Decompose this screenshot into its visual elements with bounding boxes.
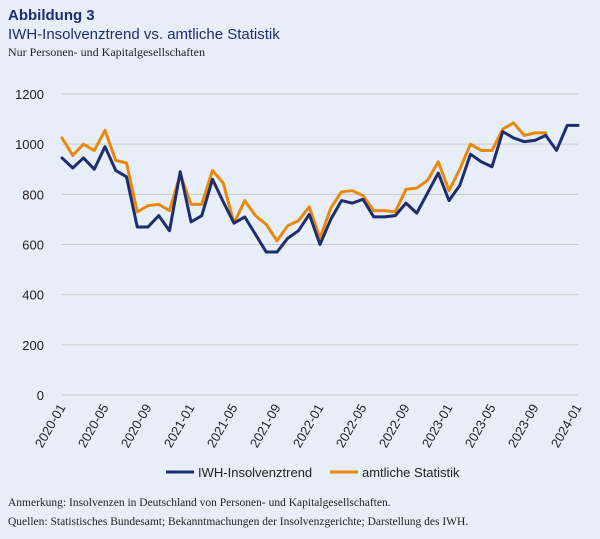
y-tick-label: 1000 — [15, 137, 44, 152]
y-tick-label: 800 — [22, 187, 44, 202]
chart-area: 0 200 400 600 800 1000 1200 2020-01 2020-05 2020… — [0, 66, 600, 490]
x-tick-label: 2023-05 — [462, 401, 499, 450]
x-tick-label: 2023-09 — [505, 401, 542, 450]
chart-source: Quellen: Statistisches Bundesamt; Bekann… — [8, 516, 469, 528]
legend-item-iwh-label: IWH-Insolvenztrend — [198, 465, 312, 480]
legend-item-official-label: amtliche Statistik — [362, 465, 460, 480]
x-tick-label: 2021-01 — [161, 401, 198, 450]
y-tick-label: 1200 — [15, 87, 44, 102]
y-tick-label: 400 — [22, 288, 44, 303]
legend: IWH-Insolvenztrend amtliche Statistik — [166, 465, 460, 480]
series-line-iwh — [60, 123, 580, 254]
x-tick-label: 2022-05 — [333, 401, 370, 450]
x-tick-label: 2020-09 — [118, 401, 155, 450]
y-tick-label: 200 — [22, 338, 44, 353]
x-tick-label: 2020-05 — [75, 401, 112, 450]
x-tick-label: 2021-09 — [247, 401, 284, 450]
chart-title: IWH-Insolvenztrend vs. amtliche Statisti… — [8, 26, 280, 43]
x-tick-label: 2021-05 — [204, 401, 241, 450]
chart-subtitle: Nur Personen- und Kapitalgesellschaften — [8, 45, 205, 59]
x-tick-label: 2024-01 — [548, 401, 585, 450]
x-tick-label: 2022-09 — [376, 401, 413, 450]
line-chart: 0 200 400 600 800 1000 1200 2020-01 2020-05 2020… — [15, 87, 585, 480]
x-tick-label: 2023-01 — [419, 401, 456, 450]
y-tick-label: 0 — [37, 388, 44, 403]
x-axis-ticks: 2020-01 2020-05 2020-09 2021-01 2021-05 2021-… — [32, 401, 585, 450]
y-axis-ticks: 0 200 400 600 800 1000 1200 — [15, 87, 44, 403]
chart-note: Anmerkung: Insolvenzen in Deutschland vo… — [8, 497, 391, 509]
x-tick-label: 2022-01 — [290, 401, 327, 450]
series-lines — [60, 121, 580, 254]
figure-label: Abbildung 3 — [8, 7, 95, 24]
x-tick-label: 2020-01 — [32, 401, 69, 450]
series-line-official — [60, 121, 548, 243]
y-tick-label: 600 — [22, 238, 44, 253]
grid-lines — [62, 93, 578, 396]
